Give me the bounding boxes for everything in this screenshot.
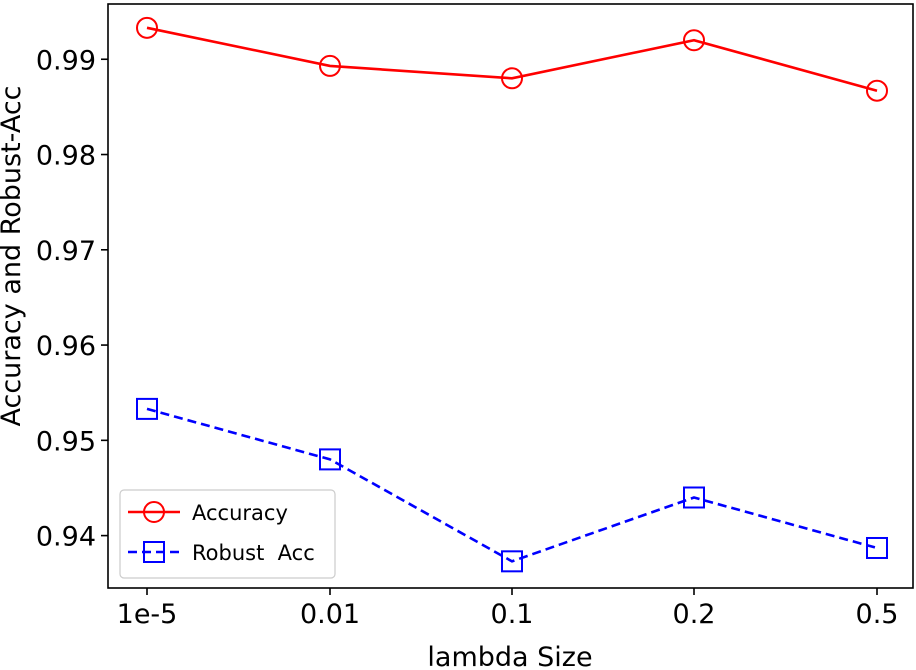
y-tick-label: 0.98 <box>36 141 96 172</box>
accuracy-point <box>319 54 341 77</box>
y-tick-label: 0.99 <box>36 45 96 76</box>
legend-accuracy-marker <box>143 501 165 523</box>
series-line-accuracy <box>146 26 878 92</box>
y-tick-label: 0.97 <box>36 236 96 267</box>
legend: Accuracy Robust Acc <box>119 489 336 579</box>
legend-robust-label: Robust Acc <box>192 541 315 565</box>
accuracy-point <box>136 16 158 39</box>
y-axis-title: Accuracy and Robust-Acc <box>0 85 27 426</box>
accuracy-point <box>866 79 888 102</box>
legend-robust-marker <box>143 541 165 563</box>
robust-acc-point <box>501 550 523 573</box>
robust-acc-point <box>319 448 341 471</box>
x-tick-label: 1e-5 <box>117 599 178 630</box>
robust-acc-point <box>683 486 705 509</box>
series-layer <box>136 16 888 573</box>
y-tick-label: 0.95 <box>36 426 96 457</box>
accuracy-point <box>501 67 523 90</box>
legend-accuracy-label: Accuracy <box>192 501 288 525</box>
x-tick-label: 0.2 <box>673 599 716 630</box>
x-axis-title: lambda Size <box>427 642 592 670</box>
x-tick-label: 0.5 <box>856 599 899 630</box>
x-tick-label: 0.01 <box>300 599 360 630</box>
accuracy-point <box>683 29 705 52</box>
y-tick-label: 0.94 <box>36 522 96 553</box>
robust-acc-point <box>136 397 158 420</box>
series-line-robust-acc <box>146 407 878 563</box>
x-tick-label: 0.1 <box>491 599 534 630</box>
y-tick-label: 0.96 <box>36 331 96 362</box>
robust-acc-point <box>866 536 888 559</box>
y-axis: 0.94 0.95 0.96 0.97 0.98 0.99 <box>36 45 108 553</box>
x-axis: 1e-5 0.01 0.1 0.2 0.5 <box>117 588 899 630</box>
